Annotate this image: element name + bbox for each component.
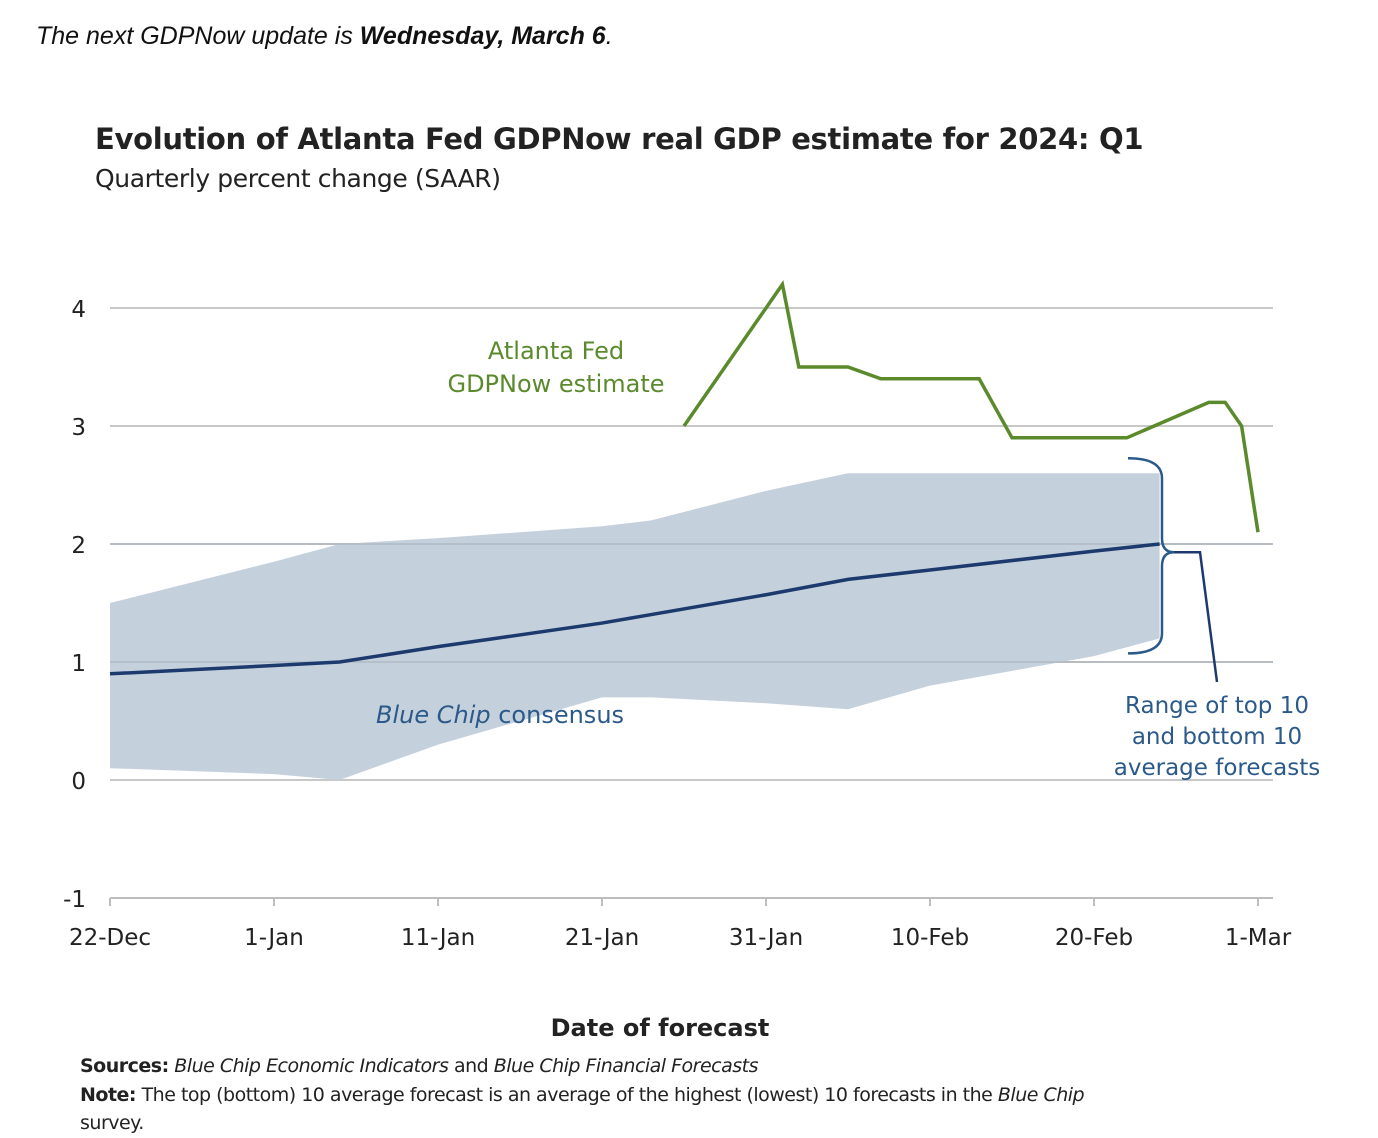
y-tick-label: 2 — [71, 533, 86, 559]
range-annotation-label: average forecasts — [1114, 755, 1320, 781]
x-tick-label: 20-Feb — [1055, 925, 1133, 951]
x-tick-label: 1-Mar — [1225, 925, 1292, 951]
sources-text-3: Blue Chip Financial Forecasts — [493, 1055, 759, 1077]
sources-text-2: and — [448, 1055, 494, 1077]
range-leader-line — [1174, 551, 1219, 683]
gdpnow-estimate-line — [682, 280, 1260, 533]
footer-note-continued: survey. — [80, 1112, 144, 1134]
footer-note: Note: The top (bottom) 10 average foreca… — [80, 1084, 1085, 1106]
x-tick-label: 10-Feb — [891, 925, 969, 951]
footer-sources: Sources: Blue Chip Economic Indicators a… — [80, 1055, 759, 1077]
x-tick-label: 21-Jan — [565, 925, 639, 951]
next-update-date: Wednesday, March 6 — [359, 22, 606, 50]
y-tick-label: 0 — [71, 769, 86, 795]
forecast-range-band — [110, 473, 1160, 780]
y-tick-label: 3 — [71, 415, 86, 441]
sources-text-1: Blue Chip Economic Indicators — [174, 1055, 449, 1077]
chart-plot: 22-Dec 1-Jan 11-Jan 21-Jan 31-Jan 10-Feb 20-Fe… — [63, 280, 1320, 1042]
x-tick-label: 11-Jan — [401, 925, 475, 951]
y-tick-label: -1 — [63, 887, 86, 913]
x-tick-label: 1-Jan — [244, 925, 304, 951]
y-tick-label: 1 — [71, 651, 86, 677]
range-annotation-label: and bottom 10 — [1132, 724, 1302, 750]
consensus-annotation-label: Blue Chip consensus — [376, 701, 624, 729]
consensus-annotation-italic: Blue Chip — [376, 701, 491, 729]
next-update-prefix: The next GDPNow update is — [36, 22, 360, 50]
chart-title: Evolution of Atlanta Fed GDPNow real GDP… — [95, 122, 1144, 156]
next-update-note: The next GDPNow update is Wednesday, Mar… — [36, 22, 613, 51]
y-tick-label: 4 — [71, 297, 86, 323]
x-tick-label: 22-Dec — [69, 925, 151, 951]
x-axis-label: Date of forecast — [551, 1014, 770, 1042]
gdpnow-annotation-label: Atlanta Fed — [488, 337, 624, 365]
note-text-1: The top (bottom) 10 average forecast is … — [136, 1084, 998, 1106]
gdpnow-annotation-label: GDPNow estimate — [447, 370, 664, 398]
sources-label: Sources: — [80, 1055, 169, 1077]
x-tick-label: 31-Jan — [729, 925, 803, 951]
range-annotation-label: Range of top 10 — [1125, 693, 1309, 719]
blue-chip-consensus-line — [109, 542, 1160, 676]
next-update-suffix: . — [605, 22, 613, 50]
note-label: Note: — [80, 1084, 137, 1106]
consensus-annotation-rest: consensus — [491, 701, 624, 729]
chart-subtitle: Quarterly percent change (SAAR) — [95, 164, 501, 193]
note-text-italic: Blue Chip — [997, 1084, 1085, 1106]
